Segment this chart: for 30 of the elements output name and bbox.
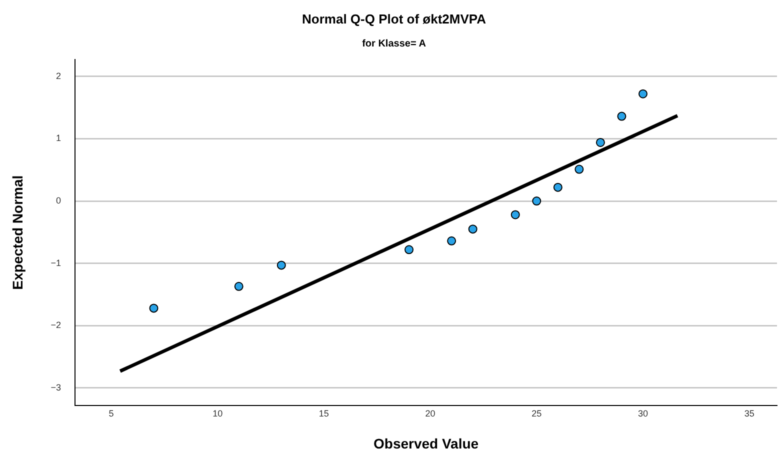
x-axis-title: Observed Value xyxy=(374,435,479,452)
y-tick-label: −2 xyxy=(50,320,62,330)
y-tick-label: −3 xyxy=(50,382,62,392)
point xyxy=(638,89,648,98)
x-tick-label: 30 xyxy=(638,408,648,418)
point xyxy=(574,164,584,174)
x-tick-label: 35 xyxy=(744,408,754,418)
x-tick-label: 20 xyxy=(425,408,436,418)
point xyxy=(596,138,605,147)
y-tick-label: 0 xyxy=(56,196,62,206)
chart-title: Normal Q-Q Plot of økt2MVPA xyxy=(302,11,487,26)
point xyxy=(149,304,158,313)
point xyxy=(404,245,414,254)
x-tick-label: 25 xyxy=(532,408,542,418)
x-tick-label: 5 xyxy=(108,408,114,418)
point xyxy=(532,196,542,206)
point xyxy=(553,182,562,192)
point xyxy=(617,112,626,121)
point xyxy=(468,224,478,234)
y-tick-label: 2 xyxy=(56,70,62,81)
point xyxy=(447,236,456,246)
point xyxy=(276,260,286,270)
x-tick-label: 10 xyxy=(212,408,223,418)
point xyxy=(510,210,520,220)
y-tick-label: 1 xyxy=(56,133,62,144)
chart-subtitle: for Klasse= A xyxy=(362,38,426,50)
x-tick-label: 15 xyxy=(318,408,329,418)
y-axis-title: Expected Normal xyxy=(9,175,26,290)
point xyxy=(234,282,244,291)
y-tick-label: −1 xyxy=(50,258,62,268)
